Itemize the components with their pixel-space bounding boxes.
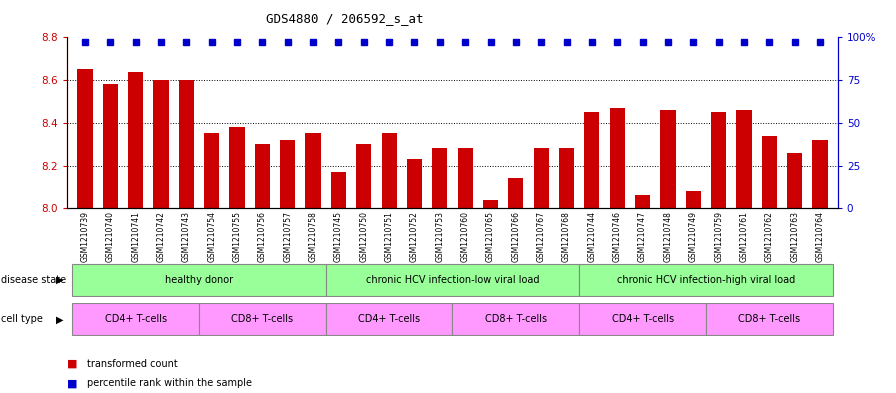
Bar: [407, 159, 422, 208]
Text: CD4+ T-cells: CD4+ T-cells: [612, 314, 674, 324]
Bar: [229, 127, 245, 208]
Bar: [178, 80, 194, 208]
Text: CD8+ T-cells: CD8+ T-cells: [738, 314, 800, 324]
Bar: [559, 149, 574, 208]
Bar: [508, 178, 523, 208]
Bar: [73, 264, 326, 296]
Text: CD8+ T-cells: CD8+ T-cells: [485, 314, 547, 324]
Text: GDS4880 / 206592_s_at: GDS4880 / 206592_s_at: [266, 12, 424, 25]
Text: CD4+ T-cells: CD4+ T-cells: [358, 314, 420, 324]
Bar: [280, 140, 296, 208]
Bar: [534, 149, 548, 208]
Bar: [579, 264, 832, 296]
Text: CD4+ T-cells: CD4+ T-cells: [105, 314, 167, 324]
Bar: [103, 84, 118, 208]
Bar: [306, 134, 321, 208]
Bar: [326, 264, 579, 296]
Bar: [254, 144, 270, 208]
Bar: [204, 134, 220, 208]
Bar: [787, 153, 802, 208]
Bar: [128, 72, 143, 208]
Text: transformed count: transformed count: [87, 358, 177, 369]
Bar: [483, 200, 498, 208]
Text: ■: ■: [67, 378, 78, 388]
Bar: [584, 112, 599, 208]
Bar: [635, 195, 650, 208]
Bar: [609, 108, 625, 208]
Bar: [458, 149, 473, 208]
Bar: [73, 303, 199, 335]
Bar: [579, 303, 706, 335]
Bar: [199, 303, 326, 335]
Text: ▶: ▶: [56, 314, 64, 324]
Text: cell type: cell type: [1, 314, 43, 324]
Text: chronic HCV infection-high viral load: chronic HCV infection-high viral load: [616, 275, 795, 285]
Text: ■: ■: [67, 358, 78, 369]
Bar: [660, 110, 676, 208]
Bar: [762, 136, 777, 208]
Bar: [813, 140, 828, 208]
Text: percentile rank within the sample: percentile rank within the sample: [87, 378, 252, 388]
Bar: [382, 134, 397, 208]
Bar: [737, 110, 752, 208]
Bar: [77, 70, 92, 208]
Bar: [331, 172, 346, 208]
Text: CD8+ T-cells: CD8+ T-cells: [231, 314, 293, 324]
Bar: [452, 303, 579, 335]
Bar: [432, 149, 447, 208]
Text: ▶: ▶: [56, 275, 64, 285]
Text: chronic HCV infection-low viral load: chronic HCV infection-low viral load: [366, 275, 539, 285]
Bar: [356, 144, 371, 208]
Bar: [153, 80, 168, 208]
Bar: [711, 112, 727, 208]
Bar: [685, 191, 701, 208]
Bar: [706, 303, 832, 335]
Text: healthy donor: healthy donor: [165, 275, 233, 285]
Text: disease state: disease state: [1, 275, 66, 285]
Bar: [326, 303, 452, 335]
